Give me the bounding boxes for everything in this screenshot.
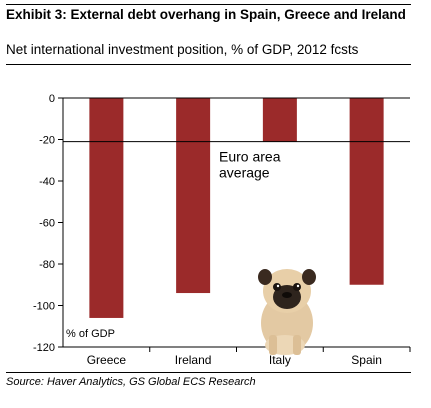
y-tick-label: -20	[39, 135, 55, 147]
x-category-label: Greece	[87, 353, 127, 367]
y-tick-label: -80	[39, 259, 55, 271]
y-tick-label: -60	[39, 218, 55, 230]
x-category-label: Italy	[269, 353, 291, 367]
euro-area-label: Euro area	[219, 149, 281, 165]
chart-title: Exhibit 3: External debt overhang in Spa…	[6, 7, 406, 22]
bar-greece	[89, 98, 124, 318]
bars-group	[89, 98, 384, 318]
y-tick-label: -100	[33, 301, 55, 313]
pug-dog-photo	[258, 269, 316, 355]
top-rule	[6, 4, 411, 5]
x-category-label: Spain	[351, 353, 382, 367]
bar-ireland	[176, 98, 211, 294]
y-tick-label: 0	[49, 93, 55, 105]
bar-spain	[349, 98, 384, 285]
euro-area-label-2: average	[219, 165, 270, 181]
unit-annotation: % of GDP	[66, 328, 115, 340]
chart-frame	[6, 64, 411, 373]
y-ticks-group: 0 -20 -40 -60 -80 -100 -120	[33, 93, 63, 354]
chart-subtitle: Net international investment position, %…	[6, 42, 359, 57]
x-categories-group: Greece Ireland Italy Spain	[87, 347, 411, 367]
y-tick-label: -40	[39, 176, 55, 188]
source-note: Source: Haver Analytics, GS Global ECS R…	[6, 376, 256, 388]
y-tick-label: -120	[33, 342, 55, 354]
x-category-label: Ireland	[175, 353, 212, 367]
bar-italy	[262, 98, 297, 142]
